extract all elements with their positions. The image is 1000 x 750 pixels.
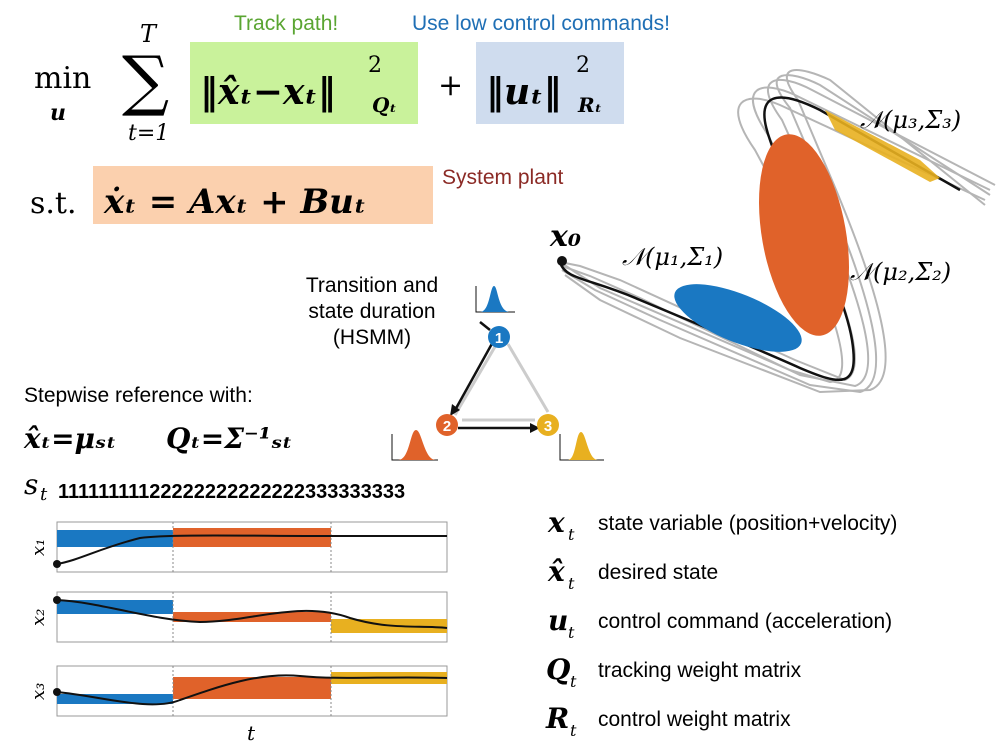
state-node-1-label: 1 — [495, 330, 503, 347]
plant-equation: ẋₜ = Axₜ + Buₜ — [103, 182, 367, 222]
plot-xlabel: t — [247, 721, 256, 745]
trajectory-illustration: x₀ 𝒩(μ₁,Σ₁) 𝒩(μ₂,Σ₂) 𝒩(μ₃,Σ₃) — [549, 69, 996, 394]
min-subscript: u — [50, 100, 66, 126]
legend-symbol-sub: t — [570, 672, 577, 691]
legend-item: R t control weight matrix — [545, 702, 791, 740]
track-path-label: Track path! — [234, 12, 338, 35]
legend-symbol-sub: t — [568, 525, 575, 544]
transition-arrows-black — [452, 321, 536, 430]
gaussian-1 — [674, 284, 802, 352]
sequence-symbol: s — [24, 468, 38, 501]
system-plant-label: System plant — [442, 166, 564, 189]
legend-desc: control weight matrix — [598, 708, 791, 731]
legend-symbol: x̂ — [547, 555, 565, 588]
gaussian-2-label: 𝒩(μ₂,Σ₂) — [850, 258, 951, 286]
state-node-3 — [537, 414, 559, 436]
duration-dist-2 — [391, 430, 438, 461]
control-term: ‖uₜ‖ — [486, 71, 562, 113]
duration-dist-3 — [559, 432, 604, 461]
plot-x3-ylabel: x₃ — [28, 683, 49, 700]
gaussian-1-label: 𝒩(μ₁,Σ₁) — [622, 243, 723, 271]
plot-x1-start — [53, 560, 61, 568]
plot-x3-start — [53, 688, 61, 696]
arrow-head-3 — [530, 423, 540, 433]
state-node-1 — [488, 326, 510, 348]
legend-symbol: R — [545, 702, 569, 735]
legend-symbol-sub: t — [568, 623, 575, 642]
sum-upper: T — [140, 20, 158, 48]
legend-desc: tracking weight matrix — [598, 659, 802, 682]
hsmm-graph: Transition and state duration (HSMM) 1 2… — [306, 274, 604, 461]
plot-x2-frame — [56, 591, 448, 643]
transition-line1: Transition and — [306, 274, 438, 297]
tracking-term: ‖x̂ₜ−xₜ‖ — [200, 71, 336, 113]
objective: min u T ∑ t=1 ‖x̂ₜ−xₜ‖ 2 Qₜ + ‖uₜ‖ 2 Rₜ … — [34, 12, 670, 146]
plot-x3-curve — [56, 674, 448, 706]
control-exp: 2 — [576, 53, 590, 78]
state-sequence: s t 11111111122222222222222333333333 — [24, 468, 405, 505]
plot-x2-start — [53, 596, 61, 604]
start-point — [557, 256, 567, 266]
plot-x1-ylabel: x₁ — [28, 539, 49, 556]
stepwise-label: Stepwise reference with: — [24, 384, 253, 407]
reference-mean-eq: x̂ₜ=μₛₜ — [23, 422, 116, 455]
legend-item: u t control command (acceleration) — [548, 604, 892, 642]
legend-symbol: Q — [546, 653, 570, 686]
sequence-values: 11111111122222222222222333333333 — [58, 481, 405, 503]
plot-x2-ylabel: x₂ — [28, 609, 49, 626]
low-control-label: Use low control commands! — [412, 12, 670, 35]
control-term-box — [476, 42, 624, 124]
subject-to: s.t. — [30, 186, 77, 221]
control-sub: Rₜ — [577, 93, 602, 117]
plot-x1-band-1 — [57, 530, 173, 547]
reference-precision-eq: Qₜ=Σ⁻¹ₛₜ — [166, 422, 293, 455]
symbol-legend: x t state variable (position+velocity) x… — [545, 506, 897, 740]
gaussian-3-label: 𝒩(μ₃,Σ₃) — [860, 106, 961, 134]
transition-arrows-grey — [453, 343, 550, 422]
sum-symbol: ∑ — [122, 42, 169, 119]
duration-dist-1 — [475, 286, 515, 313]
plot-x1: x₁ — [28, 521, 448, 573]
min-operator: min — [34, 61, 91, 96]
legend-symbol: x — [547, 506, 565, 539]
reference-trajectory — [558, 96, 961, 381]
plot-x3-band-1 — [57, 694, 173, 704]
tracking-term-box — [190, 42, 418, 124]
constraint: s.t. ẋₜ = Axₜ + Buₜ System plant — [30, 166, 564, 224]
tracking-exp: 2 — [368, 53, 382, 78]
plot-x1-curve — [56, 534, 447, 565]
legend-symbol-sub: t — [568, 574, 575, 593]
state-node-2-label: 2 — [443, 418, 451, 435]
legend-item: x̂ t desired state — [547, 555, 718, 593]
plot-x2: x₂ — [28, 591, 448, 643]
plot-x1-band-2 — [173, 528, 331, 547]
state-node-2 — [436, 414, 458, 436]
gaussian-2 — [759, 134, 849, 336]
legend-desc: desired state — [598, 561, 718, 584]
arrow-head-2 — [450, 404, 460, 416]
plus-sign: + — [438, 68, 463, 103]
plot-x3-band-2 — [173, 677, 331, 699]
legend-symbol: u — [548, 604, 568, 637]
legend-desc: state variable (position+velocity) — [598, 512, 897, 535]
legend-item: Q t tracking weight matrix — [546, 653, 802, 691]
x0-label: x₀ — [549, 219, 581, 254]
legend-item: x t state variable (position+velocity) — [547, 506, 897, 544]
stepwise-reference: Stepwise reference with: x̂ₜ=μₛₜ Qₜ=Σ⁻¹ₛ… — [23, 384, 293, 455]
sum-lower: t=1 — [128, 121, 169, 146]
transition-line2: state duration — [308, 300, 435, 323]
gaussian-3 — [825, 110, 940, 182]
plant-box — [93, 166, 433, 224]
plot-x3: x₃ t — [28, 665, 448, 745]
state-node-3-label: 3 — [544, 418, 552, 435]
plot-x2-curve — [56, 599, 448, 629]
sequence-symbol-sub: t — [40, 484, 48, 505]
tracking-sub: Qₜ — [372, 93, 397, 117]
legend-desc: control command (acceleration) — [598, 610, 892, 633]
transition-line3: (HSMM) — [333, 326, 411, 349]
legend-symbol-sub: t — [570, 721, 577, 740]
